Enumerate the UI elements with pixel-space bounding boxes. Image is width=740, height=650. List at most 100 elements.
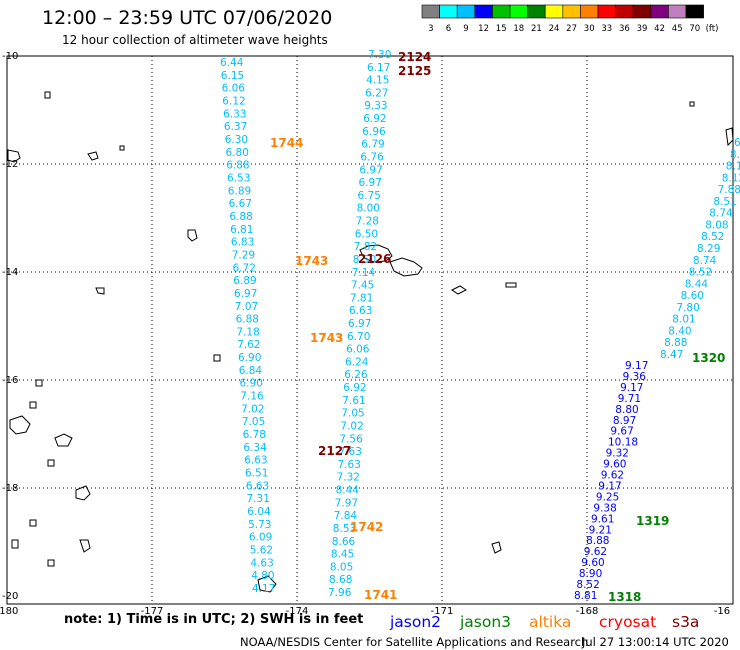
island [505,282,517,288]
pass-label: 1743 [295,254,328,268]
wave-height-reading: 6.72 [233,262,256,274]
wave-height-reading: 8.00 [357,203,380,215]
wave-height-reading: 6.30 [225,134,248,146]
wave-height-reading: 6.06 [222,83,246,95]
colorbar-label: 36 [619,24,630,34]
wave-height-reading: 6.92 [343,382,366,394]
wave-height-reading: 6.81 [230,224,253,236]
colorbar-label: 33 [601,24,612,34]
wave-height-reading: 6.17 [367,62,390,74]
colorbar-label: 27 [566,24,577,34]
wave-height-reading: 8.90 [579,568,602,580]
pass-label: 1742 [350,520,383,534]
lat-label: -12 [2,159,18,170]
colorbar-label: 21 [531,24,542,34]
pass-label: 1744 [270,136,303,150]
wave-height-reading: 7.02 [241,403,264,415]
wave-height-reading: 6.97 [359,164,382,176]
samoa-savaii-island [389,257,423,277]
island [87,151,99,161]
wave-height-reading: 8.5 [730,149,740,161]
island [257,575,277,593]
island [75,485,91,501]
wave-height-reading: 9.21 [589,524,612,536]
colorbar-label: 30 [584,24,595,34]
longitude-labels: -180 -177 -174 -171 -168 -16 [0,606,730,617]
wave-height-reading: 6.89 [228,185,251,197]
colorbar-label: 3 [428,24,433,34]
wave-height-reading: 6.26 [344,369,368,381]
lat-label: -16 [2,375,18,386]
wave-height-reading: 6.63 [244,455,267,467]
wave-height-reading: 7.56 [339,433,363,445]
island [44,91,51,99]
wave-height-reading: 7.63 [338,459,361,471]
wave-height-reading: 6.70 [347,331,370,343]
wave-height-reading: 7.82 [354,241,377,253]
island [689,101,695,107]
track-jason3: 9.179.369.179.718.808.979.6710.189.329.6… [574,360,648,602]
wave-height-reading: 6.75 [358,190,381,202]
island [9,415,31,435]
wave-height-reading: 5.73 [248,519,271,531]
wave-height-reading: 9.25 [596,491,619,503]
legend-item-cryosat: cryosat [599,613,656,631]
wave-height-reading: 6.79 [361,139,384,151]
island [47,559,55,567]
wave-height-reading: 8.88 [664,337,687,349]
graticule [7,56,733,604]
wave-height-reading: 8.05 [330,561,353,573]
wave-height-reading: 7.30 [368,49,391,61]
colorbar-swatch [439,4,458,19]
wave-height-reading: 6.90 [238,352,261,364]
wave-height-reading: 7.05 [341,408,364,420]
colorbar-swatch [456,4,476,19]
note-text: note: 1) Time is in UTC; 2) SWH is in fe… [64,612,364,627]
island [491,541,502,554]
lon-label: -177 [141,606,164,617]
wave-height-reading: 9.61 [591,513,614,525]
wave-height-reading: 7.31 [247,493,270,505]
colorbar-swatch [685,4,704,19]
wave-height-reading: 7.81 [350,292,373,304]
island [187,229,198,242]
legend-item-s3a: s3a [672,613,699,631]
wave-height-reading: 7.05 [242,416,265,428]
wave-height-reading: 7.88 [718,184,740,196]
colorbar-swatch [421,4,440,19]
lat-label: -18 [2,483,18,494]
wave-height-reading: 8.16 [726,161,740,173]
wave-height-reading: 7.96 [328,587,352,599]
wave-height-reading: 7.45 [351,280,374,292]
wave-height-reading: 6.88 [229,211,252,223]
wave-height-reading: 6.7 [734,137,740,149]
pass-label: 2127 [318,444,351,458]
wave-height-reading: 6.96 [362,126,386,138]
wave-height-reading: 8.44 [336,485,360,497]
wave-height-reading: 6.34 [243,442,267,454]
map-subtitle: 12 hour collection of altimeter wave hei… [62,33,328,47]
wave-height-reading: 6.89 [233,275,256,287]
latitude-labels: -10 -12 -14 -16 -18 -20 [2,51,18,602]
colorbar-label: 18 [513,24,524,34]
wave-height-reading: 8.80 [615,404,638,416]
island [79,539,91,553]
wave-height-reading: 6.44 [220,57,244,69]
colorbar-label: 24 [549,24,560,34]
colorbar-label: 15 [496,24,507,34]
pass-label: 2125 [398,64,431,78]
pass-label: 1318 [608,590,641,604]
wave-height-reading: 8.53 [333,523,356,535]
wave-height-reading: 7.28 [356,216,379,228]
wave-height-reading: 8.50 [353,254,376,266]
wave-height-reading: 10.18 [608,437,638,449]
wave-height-reading: 6.90 [240,378,263,390]
island [29,519,37,527]
wave-height-reading: 9.33 [364,100,387,112]
wave-height-reading: 6.76 [360,152,384,164]
colorbar-swatch [580,4,599,19]
wave-height-reading: 5.62 [250,545,273,557]
wave-height-reading: 9.32 [606,448,629,460]
